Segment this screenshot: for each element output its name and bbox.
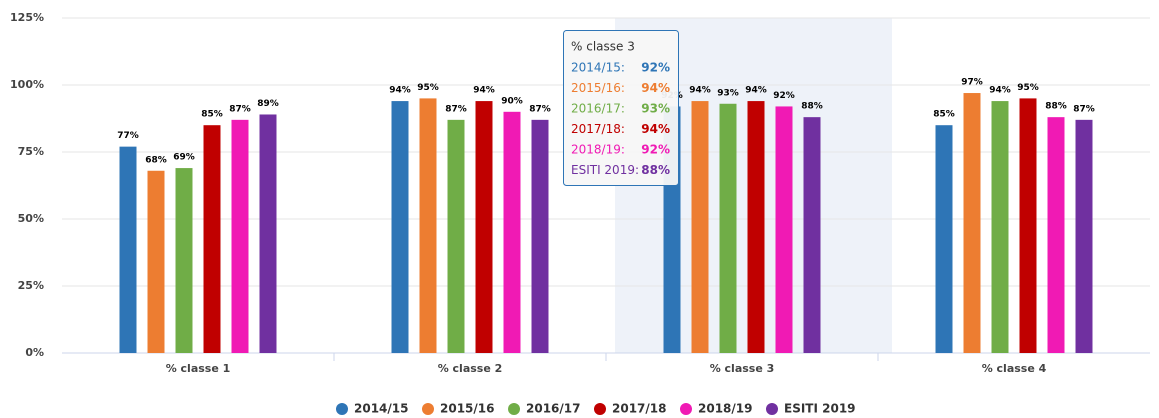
- value-label: 87%: [229, 104, 251, 114]
- value-label: 94%: [745, 86, 767, 96]
- value-label: 94%: [473, 86, 495, 96]
- legend-marker: [336, 403, 348, 415]
- bar: [719, 103, 737, 353]
- bar: [391, 101, 409, 353]
- bar: [775, 106, 793, 353]
- value-label: 92%: [773, 91, 795, 101]
- tooltip-label: 2015/16:: [571, 81, 625, 95]
- bar: [691, 101, 709, 353]
- y-tick-label: 0%: [25, 346, 44, 359]
- tooltip-value: 92%: [641, 61, 670, 75]
- legend-label: 2016/17: [526, 402, 580, 416]
- value-label: 90%: [501, 96, 523, 106]
- legend-label: 2018/19: [698, 402, 752, 416]
- tooltip-value: 94%: [641, 81, 670, 95]
- value-label: 89%: [257, 99, 279, 109]
- bar: [259, 114, 277, 353]
- bar: [991, 101, 1009, 353]
- bar: [203, 125, 221, 353]
- value-label: 95%: [1017, 83, 1039, 93]
- value-label: 93%: [717, 88, 739, 98]
- tooltip-box: [563, 30, 679, 186]
- value-label: 94%: [389, 86, 411, 96]
- bar: [119, 146, 137, 353]
- bar: [531, 119, 549, 353]
- x-tick-label: % classe 4: [982, 362, 1047, 375]
- legend-marker: [680, 403, 692, 415]
- tooltip-label: 2014/15:: [571, 61, 625, 75]
- value-label: 87%: [1073, 104, 1095, 114]
- bar: [231, 119, 249, 353]
- value-label: 95%: [417, 83, 439, 93]
- y-tick-label: 100%: [10, 78, 44, 91]
- tooltip-value: 88%: [641, 163, 670, 177]
- tooltip-title: % classe 3: [571, 40, 635, 54]
- tooltip-value: 93%: [641, 102, 670, 116]
- value-label: 77%: [117, 131, 139, 141]
- bar: [503, 111, 521, 353]
- tooltip: % classe 3 2014/15: 92% 2015/16: 94% 2016/17:…: [563, 30, 679, 186]
- legend-marker: [766, 403, 778, 415]
- tooltip-label: 2018/19:: [571, 143, 625, 157]
- tooltip-label: 2017/18:: [571, 122, 625, 136]
- legend-marker: [594, 403, 606, 415]
- bar: [1075, 119, 1093, 353]
- bar: [447, 119, 465, 353]
- value-label: 87%: [529, 104, 551, 114]
- legend-marker: [508, 403, 520, 415]
- bar: [419, 98, 437, 354]
- bar: [175, 168, 193, 353]
- value-label: 85%: [201, 110, 223, 120]
- legend-label: 2014/15: [354, 402, 408, 416]
- value-label: 88%: [801, 102, 823, 112]
- bar: [935, 125, 953, 353]
- x-tick-label: % classe 1: [166, 362, 231, 375]
- legend-label: 2015/16: [440, 402, 494, 416]
- value-label: 85%: [933, 110, 955, 120]
- x-tick-label: % classe 2: [438, 362, 503, 375]
- legend-marker: [422, 403, 434, 415]
- bar: [475, 101, 493, 353]
- y-tick-label: 75%: [18, 145, 44, 158]
- value-label: 88%: [1045, 102, 1067, 112]
- bar: [963, 93, 981, 353]
- x-tick-label: % classe 3: [710, 362, 775, 375]
- tooltip-value: 94%: [641, 122, 670, 136]
- y-tick-label: 125%: [10, 11, 44, 24]
- bar: [1019, 98, 1037, 354]
- y-tick-label: 25%: [18, 279, 44, 292]
- value-label: 68%: [145, 155, 167, 165]
- legend-label: ESITI 2019: [784, 402, 856, 416]
- value-label: 94%: [689, 86, 711, 96]
- tooltip-label: 2016/17:: [571, 102, 625, 116]
- legend-label: 2017/18: [612, 402, 666, 416]
- y-tick-label: 50%: [18, 212, 44, 225]
- value-label: 94%: [989, 86, 1011, 96]
- tooltip-label: ESITI 2019:: [571, 163, 639, 177]
- bar: [147, 170, 165, 353]
- bar: [1047, 117, 1065, 353]
- value-label: 69%: [173, 153, 195, 163]
- value-label: 97%: [961, 78, 983, 88]
- value-label: 87%: [445, 104, 467, 114]
- bar: [747, 101, 765, 353]
- bar: [803, 117, 821, 353]
- tooltip-value: 92%: [641, 143, 670, 157]
